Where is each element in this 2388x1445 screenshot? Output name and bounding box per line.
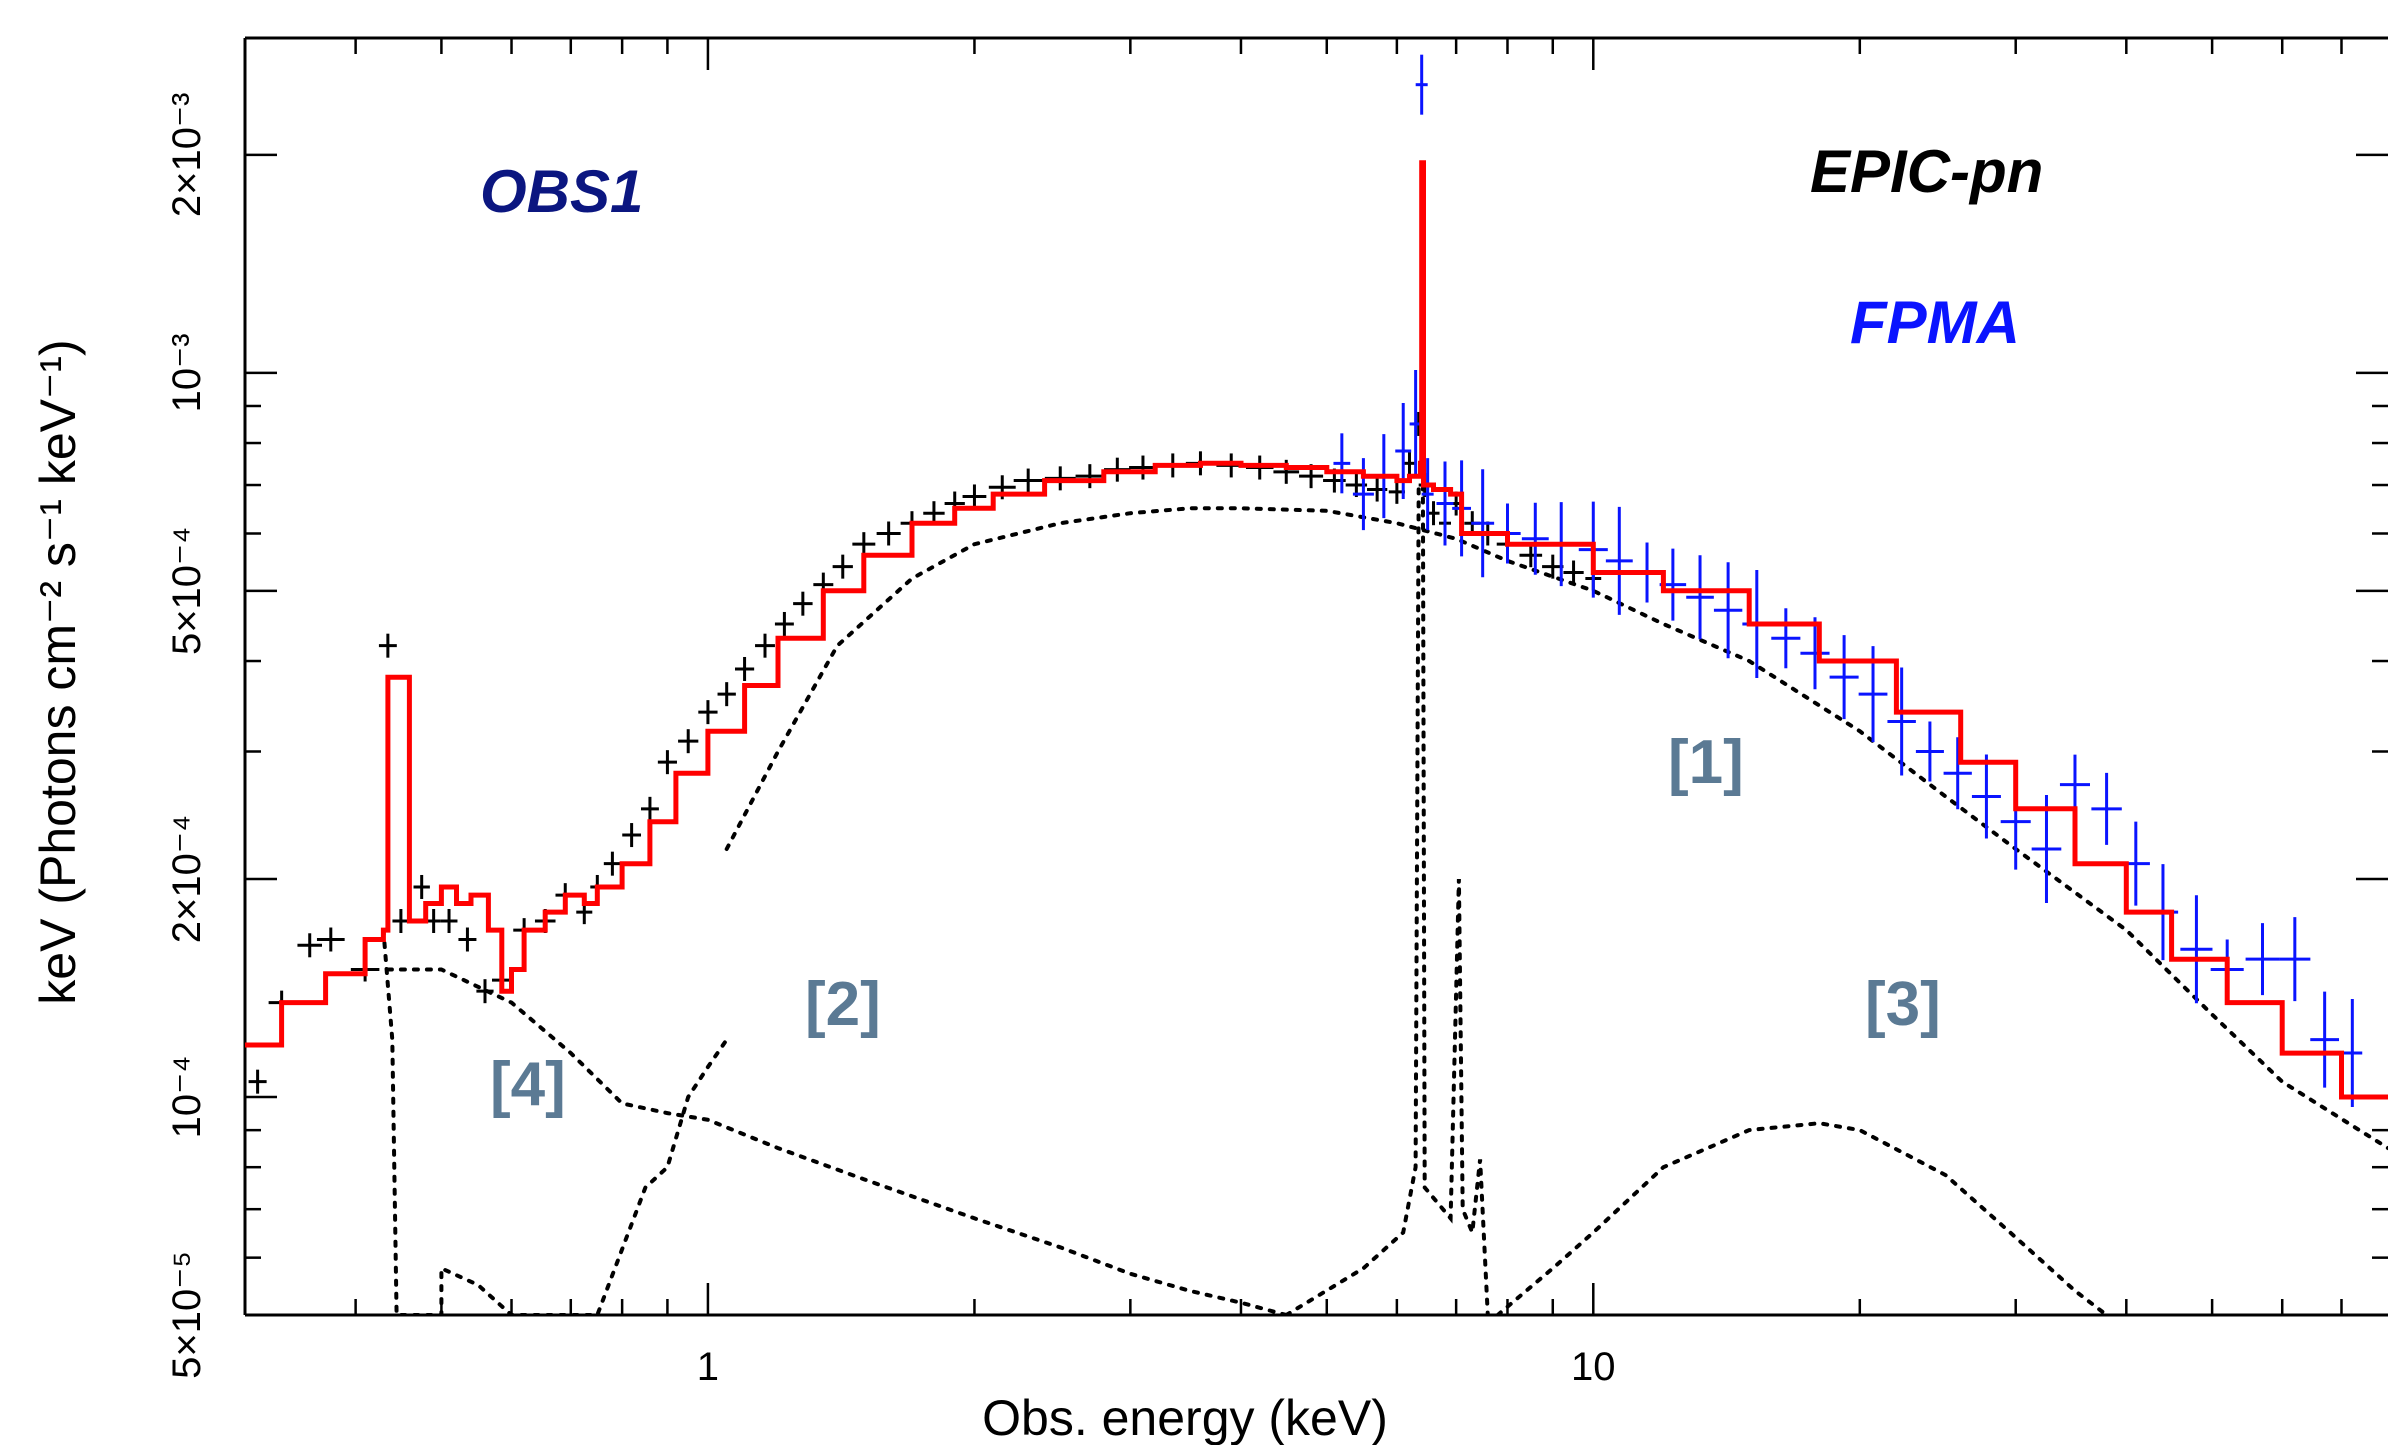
y-tick-label: 5×10⁻⁴ xyxy=(165,527,209,655)
y-axis-title: keV (Photons cm⁻² s⁻¹ keV⁻¹) xyxy=(30,339,86,1004)
component-label-3: [3] xyxy=(1865,970,1941,1039)
annotation-instrument: EPIC-pn xyxy=(1810,138,2043,205)
component-curve-3 xyxy=(1495,1121,2109,1315)
component-curve-4 xyxy=(381,483,1490,1315)
x-axis-title: Obs. energy (keV) xyxy=(982,1390,1388,1445)
y-tick-label: 10⁻⁴ xyxy=(165,1056,209,1139)
annotation-obs: OBS1 xyxy=(480,158,643,225)
y-tick-label: 5×10⁻⁵ xyxy=(165,1251,209,1379)
x-tick-label: 1 xyxy=(697,1345,719,1389)
component-label-4: [4] xyxy=(490,1050,566,1119)
component-label-2: [2] xyxy=(805,970,881,1039)
series-layer xyxy=(245,54,2388,1315)
x-tick-label: 10 xyxy=(1571,1345,1616,1389)
annotation-detector: FPMA xyxy=(1850,289,2020,356)
plot-frame xyxy=(243,36,2388,1317)
axis-ticks: 1 10 5×10⁻⁵ 10⁻⁴ 2×10⁻⁴ 5×10⁻⁴ 10⁻³ 2×10⁻³ xyxy=(165,38,2388,1389)
y-tick-label: 2×10⁻⁴ xyxy=(165,815,209,943)
y-tick-label: 10⁻³ xyxy=(165,333,209,412)
component-curve-2 xyxy=(385,967,1289,1315)
component-curve-1 xyxy=(724,506,2388,1151)
y-tick-label: 2×10⁻³ xyxy=(165,93,209,218)
series-group xyxy=(245,54,2388,1315)
model-line xyxy=(245,160,2388,1100)
component-label-1: [1] xyxy=(1668,728,1744,797)
